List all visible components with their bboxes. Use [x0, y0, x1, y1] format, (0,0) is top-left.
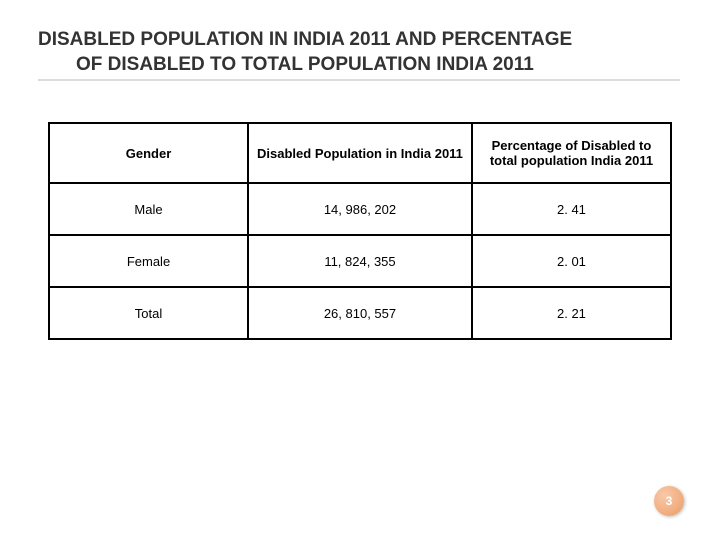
table-cell: Female	[49, 235, 248, 287]
title-line-1: DISABLED POPULATION IN INDIA 2011 AND PE…	[38, 28, 680, 53]
table-cell: 2. 01	[472, 235, 671, 287]
table-cell: 26, 810, 557	[248, 287, 472, 339]
table-cell: Total	[49, 287, 248, 339]
data-table-container: Gender Disabled Population in India 2011…	[48, 122, 672, 340]
table-row: Female 11, 824, 355 2. 01	[49, 235, 671, 287]
slide-title: DISABLED POPULATION IN INDIA 2011 AND PE…	[38, 28, 680, 81]
table-cell: 11, 824, 355	[248, 235, 472, 287]
table-cell: Male	[49, 183, 248, 235]
table-row: Total 26, 810, 557 2. 21	[49, 287, 671, 339]
page-number: 3	[666, 494, 673, 508]
table-header-cell: Gender	[49, 123, 248, 183]
table-header-row: Gender Disabled Population in India 2011…	[49, 123, 671, 183]
table-cell: 2. 41	[472, 183, 671, 235]
table-header-cell: Disabled Population in India 2011	[248, 123, 472, 183]
data-table: Gender Disabled Population in India 2011…	[48, 122, 672, 340]
table-row: Male 14, 986, 202 2. 41	[49, 183, 671, 235]
table-cell: 2. 21	[472, 287, 671, 339]
table-header-cell: Percentage of Disabled to total populati…	[472, 123, 671, 183]
table-cell: 14, 986, 202	[248, 183, 472, 235]
page-number-badge: 3	[654, 486, 684, 516]
title-line-2: OF DISABLED TO TOTAL POPULATION INDIA 20…	[38, 53, 680, 78]
